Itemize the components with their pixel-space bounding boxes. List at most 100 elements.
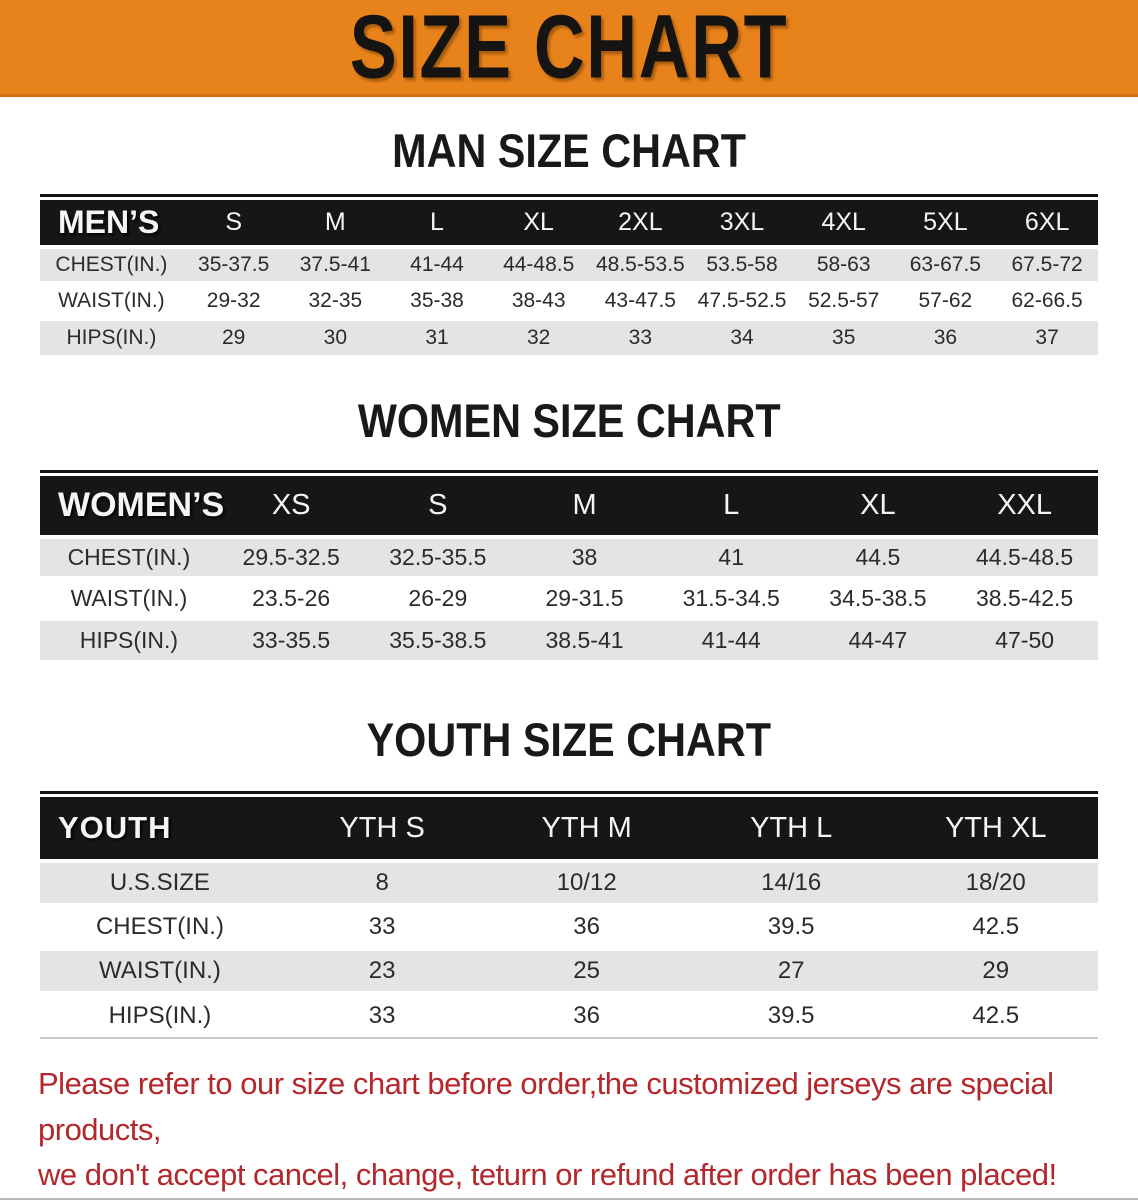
- size-value-cell: 38.5-42.5: [951, 576, 1098, 619]
- size-table-header-row: WOMEN’S XS S M L XL XXL: [40, 476, 1098, 537]
- size-value-cell: 29-32: [182, 281, 285, 319]
- row-label: CHEST(IN.): [40, 903, 280, 949]
- size-value-cell: 35.5-38.5: [364, 617, 512, 660]
- row-label: WAIST(IN.): [40, 576, 218, 619]
- size-column-header: S: [182, 200, 285, 247]
- size-value-cell: 53.5-58: [691, 245, 793, 283]
- size-value-cell: 44-48.5: [487, 245, 590, 283]
- size-value-cell: 31.5-34.5: [657, 576, 805, 619]
- men-section-heading-text: MAN SIZE CHART: [392, 124, 746, 177]
- women-section-heading-text: WOMEN SIZE CHART: [357, 394, 781, 447]
- size-column-header: XS: [217, 476, 365, 537]
- row-label: CHEST(IN.): [40, 245, 183, 283]
- table-group-label: MEN’S: [40, 200, 183, 247]
- size-value-cell: 39.5: [688, 991, 894, 1037]
- size-value-cell: 33: [279, 903, 485, 949]
- size-value-cell: 67.5-72: [996, 245, 1098, 283]
- banner-title: SIZE CHART: [349, 0, 789, 97]
- size-value-cell: 44.5: [804, 535, 952, 578]
- size-value-cell: 34: [691, 317, 793, 355]
- youth-section-heading: YOUTH SIZE CHART: [0, 716, 1138, 763]
- measurement-row: HIPS(IN.) 33-35.5 35.5-38.5 38.5-41 41-44 44-…: [40, 617, 1098, 660]
- row-label: U.S.SIZE: [40, 859, 280, 905]
- size-value-cell: 32: [487, 317, 590, 355]
- size-column-header: L: [657, 476, 805, 537]
- size-column-header: XL: [804, 476, 952, 537]
- size-value-cell: 29-31.5: [511, 576, 658, 619]
- size-value-cell: 42.5: [893, 991, 1098, 1037]
- size-value-cell: 37.5-41: [284, 245, 387, 283]
- size-value-cell: 48.5-53.5: [589, 245, 692, 283]
- size-value-cell: 38: [511, 535, 658, 578]
- size-value-cell: 58-63: [792, 245, 895, 283]
- youth-size-section: YOUTH SIZE CHART YOUTH YTH S YTH M YTH L YTH…: [0, 716, 1138, 1039]
- size-column-header: 3XL: [691, 200, 793, 247]
- men-size-table-wrap: MEN’S S M L XL 2XL 3XL 4XL 5XL 6XL CHEST(IN.) 35-37…: [40, 194, 1098, 355]
- table-group-label: WOMEN’S: [40, 476, 224, 537]
- measurement-row: HIPS(IN.) 29 30 31 32 33 34 35 36 37: [40, 317, 1098, 355]
- size-value-cell: 32-35: [284, 281, 387, 319]
- size-value-cell: 38-43: [487, 281, 590, 319]
- size-value-cell: 30: [284, 317, 387, 355]
- size-value-cell: 29: [893, 947, 1098, 993]
- size-value-cell: 63-67.5: [894, 245, 997, 283]
- size-value-cell: 33: [589, 317, 692, 355]
- size-value-cell: 42.5: [893, 903, 1098, 949]
- size-value-cell: 23: [279, 947, 485, 993]
- size-value-cell: 52.5-57: [792, 281, 895, 319]
- size-value-cell: 36: [484, 991, 689, 1037]
- measurement-row: WAIST(IN.) 23 25 27 29: [40, 947, 1098, 993]
- measurement-row: CHEST(IN.) 33 36 39.5 42.5: [40, 903, 1098, 949]
- size-value-cell: 27: [688, 947, 894, 993]
- size-value-cell: 10/12: [484, 859, 689, 905]
- row-label: WAIST(IN.): [40, 947, 280, 993]
- size-value-cell: 18/20: [893, 859, 1098, 905]
- size-value-cell: 32.5-35.5: [364, 535, 512, 578]
- size-value-cell: 39.5: [688, 903, 894, 949]
- size-column-header: 6XL: [996, 200, 1098, 247]
- size-value-cell: 23.5-26: [217, 576, 365, 619]
- youth-size-table-wrap: YOUTH YTH S YTH M YTH L YTH XL U.S.SIZE 8 10/12…: [40, 791, 1098, 1039]
- row-label: CHEST(IN.): [40, 535, 218, 578]
- men-size-table: MEN’S S M L XL 2XL 3XL 4XL 5XL 6XL CHEST(IN.) 35-37…: [40, 200, 1098, 355]
- order-disclaimer: Please refer to our size chart before or…: [38, 1061, 1100, 1198]
- size-column-header: M: [511, 476, 658, 537]
- measurement-row: WAIST(IN.) 29-32 32-35 35-38 38-43 43-47.5 47.…: [40, 281, 1098, 319]
- size-column-header: XXL: [951, 476, 1098, 537]
- measurement-row: U.S.SIZE 8 10/12 14/16 18/20: [40, 859, 1098, 905]
- women-size-table-wrap: WOMEN’S XS S M L XL XXL CHEST(IN.) 29.5-32.5 32.5…: [40, 470, 1098, 660]
- men-section-heading: MAN SIZE CHART: [0, 127, 1138, 174]
- size-column-header: YTH M: [484, 797, 689, 861]
- size-value-cell: 33: [279, 991, 485, 1037]
- size-value-cell: 29.5-32.5: [217, 535, 365, 578]
- size-value-cell: 38.5-41: [511, 617, 658, 660]
- size-value-cell: 44-47: [804, 617, 952, 660]
- size-value-cell: 47-50: [951, 617, 1098, 660]
- size-value-cell: 41-44: [657, 617, 805, 660]
- size-value-cell: 44.5-48.5: [951, 535, 1098, 578]
- size-value-cell: 35-37.5: [182, 245, 285, 283]
- size-value-cell: 57-62: [894, 281, 997, 319]
- size-value-cell: 36: [484, 903, 689, 949]
- table-group-label: YOUTH: [40, 797, 280, 861]
- size-column-header: YTH L: [688, 797, 894, 861]
- size-column-header: YTH XL: [893, 797, 1098, 861]
- size-value-cell: 34.5-38.5: [804, 576, 952, 619]
- women-size-section: WOMEN SIZE CHART WOMEN’S XS S M L XL XXL CHEST(…: [0, 397, 1138, 660]
- row-label: WAIST(IN.): [40, 281, 183, 319]
- size-value-cell: 25: [484, 947, 689, 993]
- size-value-cell: 14/16: [688, 859, 894, 905]
- row-label: HIPS(IN.): [40, 991, 280, 1037]
- size-value-cell: 35: [792, 317, 895, 355]
- size-value-cell: 43-47.5: [589, 281, 692, 319]
- measurement-row: WAIST(IN.) 23.5-26 26-29 29-31.5 31.5-34.5 34…: [40, 576, 1098, 619]
- size-column-header: L: [386, 200, 488, 247]
- size-value-cell: 33-35.5: [217, 617, 365, 660]
- size-value-cell: 47.5-52.5: [691, 281, 793, 319]
- size-value-cell: 31: [386, 317, 488, 355]
- youth-section-heading-text: YOUTH SIZE CHART: [366, 713, 772, 766]
- size-chart-banner: SIZE CHART: [0, 0, 1138, 97]
- disclaimer-line-1: Please refer to our size chart before or…: [38, 1066, 1054, 1147]
- size-table-header-row: MEN’S S M L XL 2XL 3XL 4XL 5XL 6XL: [40, 200, 1098, 247]
- size-column-header: 2XL: [589, 200, 692, 247]
